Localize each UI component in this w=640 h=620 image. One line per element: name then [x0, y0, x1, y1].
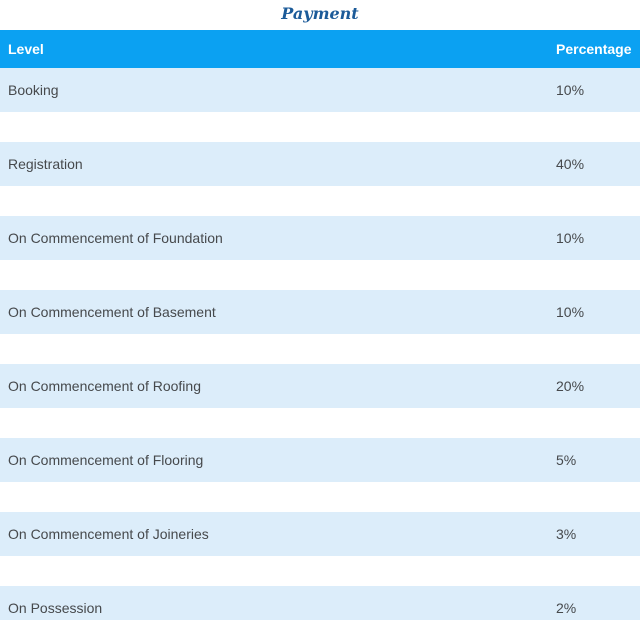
- level-cell: On Commencement of Roofing: [8, 378, 201, 394]
- percentage-cell: 10%: [556, 82, 585, 98]
- table-row: On Commencement of Basement 10%: [0, 290, 640, 334]
- column-header-percentage: Percentage: [556, 41, 632, 57]
- row-spacer: [0, 556, 640, 586]
- page-title: Payment: [281, 3, 359, 23]
- row-spacer: [0, 186, 640, 216]
- percentage-cell: 2%: [556, 600, 577, 616]
- level-cell: On Commencement of Foundation: [8, 230, 223, 246]
- percentage-cell: 10%: [556, 230, 585, 246]
- level-cell: Registration: [8, 156, 83, 172]
- column-header-level: Level: [8, 41, 44, 57]
- level-cell: On Possession: [8, 600, 103, 616]
- table-body: Booking 10% Registration 40% On Commence…: [0, 68, 640, 620]
- table-row: On Commencement of Joineries 3%: [0, 512, 640, 556]
- table-row: Registration 40%: [0, 142, 640, 186]
- row-spacer: [0, 408, 640, 438]
- percentage-cell: 10%: [556, 304, 585, 320]
- payment-table: Level Percentage Booking 10% Registratio…: [0, 30, 640, 620]
- table-row: On Commencement of Foundation 10%: [0, 216, 640, 260]
- percentage-cell: 5%: [556, 452, 577, 468]
- table-row: On Commencement of Roofing 20%: [0, 364, 640, 408]
- level-cell: On Commencement of Joineries: [8, 526, 209, 542]
- level-cell: Booking: [8, 82, 59, 98]
- table-row: On Commencement of Flooring 5%: [0, 438, 640, 482]
- row-spacer: [0, 260, 640, 290]
- table-row: On Possession 2%: [0, 586, 640, 620]
- level-cell: On Commencement of Flooring: [8, 452, 204, 468]
- level-cell: On Commencement of Basement: [8, 304, 216, 320]
- row-spacer: [0, 482, 640, 512]
- table-header-row: Level Percentage: [0, 30, 640, 68]
- table-row: Booking 10%: [0, 68, 640, 112]
- row-spacer: [0, 112, 640, 142]
- percentage-cell: 40%: [556, 156, 585, 172]
- percentage-cell: 20%: [556, 378, 585, 394]
- percentage-cell: 3%: [556, 526, 577, 542]
- row-spacer: [0, 334, 640, 364]
